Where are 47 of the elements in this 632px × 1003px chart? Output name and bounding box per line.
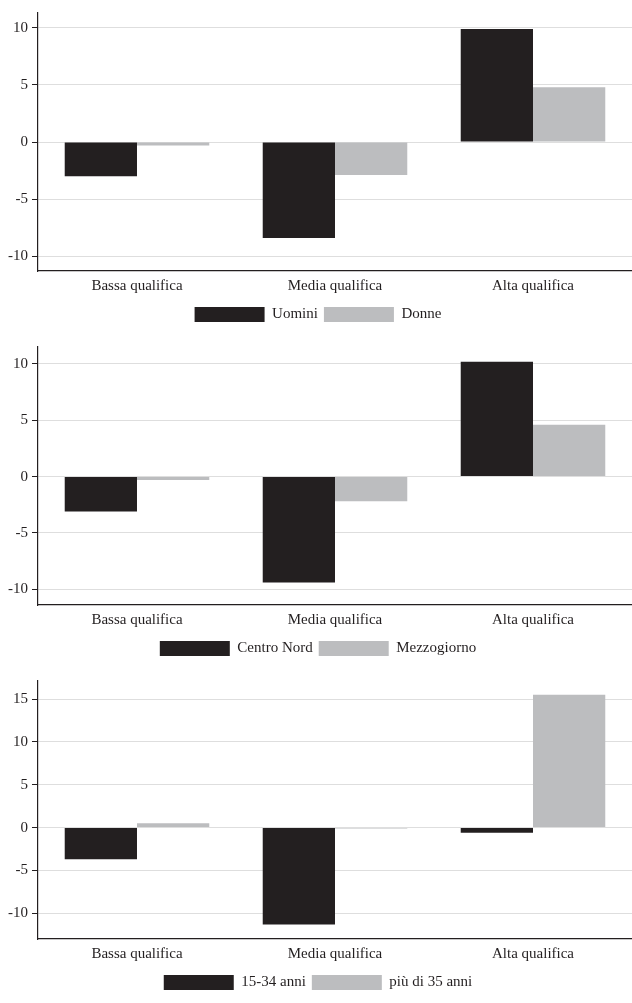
x-tick-label: Media qualifica — [287, 944, 383, 961]
x-tick-label: Media qualifica — [287, 610, 383, 627]
y-tick-label: 5 — [20, 411, 28, 428]
bar — [64, 142, 137, 177]
bar — [533, 424, 606, 477]
bar — [460, 28, 533, 142]
y-tick-label: 10 — [13, 354, 28, 371]
legend-label: più di 35 anni — [389, 973, 473, 990]
y-tick-label: -5 — [15, 190, 28, 207]
y-tick-label: 15 — [13, 689, 28, 706]
y-tick-label: 0 — [20, 818, 28, 835]
y-tick-label: -10 — [8, 247, 28, 264]
legend-label: Donne — [401, 305, 442, 322]
bar — [335, 142, 408, 176]
bar — [262, 828, 335, 925]
y-tick-label: 10 — [13, 18, 28, 35]
bar — [460, 828, 533, 833]
legend-label: 15-34 anni — [241, 973, 306, 990]
y-tick-label: -5 — [15, 523, 28, 540]
y-tick-label: -5 — [15, 861, 28, 878]
legend-label: Uomini — [272, 305, 318, 322]
x-tick-label: Media qualifica — [287, 276, 383, 293]
bar — [262, 477, 335, 583]
x-tick-label: Bassa qualifica — [91, 610, 183, 627]
bar — [137, 823, 210, 828]
bar — [64, 828, 137, 860]
x-tick-label: Bassa qualifica — [91, 276, 183, 293]
y-tick-label: 5 — [20, 75, 28, 92]
y-tick-label: -10 — [8, 904, 28, 921]
legend-label: Centro Nord — [237, 639, 314, 656]
bar — [533, 694, 606, 828]
legend-label: Mezzogiorno — [396, 639, 477, 656]
bar — [262, 142, 335, 238]
y-tick-label: 0 — [20, 467, 28, 484]
x-tick-label: Bassa qualifica — [91, 944, 183, 961]
bar — [460, 361, 533, 477]
bar — [533, 87, 606, 142]
bar — [137, 477, 210, 480]
y-tick-label: 0 — [20, 132, 28, 149]
x-tick-label: Alta qualifica — [491, 944, 575, 961]
x-tick-label: Alta qualifica — [491, 610, 575, 627]
bar — [335, 477, 408, 502]
x-tick-label: Alta qualifica — [491, 276, 575, 293]
y-tick-label: 10 — [13, 732, 28, 749]
bar — [64, 477, 137, 512]
y-tick-label: 5 — [20, 775, 28, 792]
y-tick-label: -10 — [8, 580, 28, 597]
